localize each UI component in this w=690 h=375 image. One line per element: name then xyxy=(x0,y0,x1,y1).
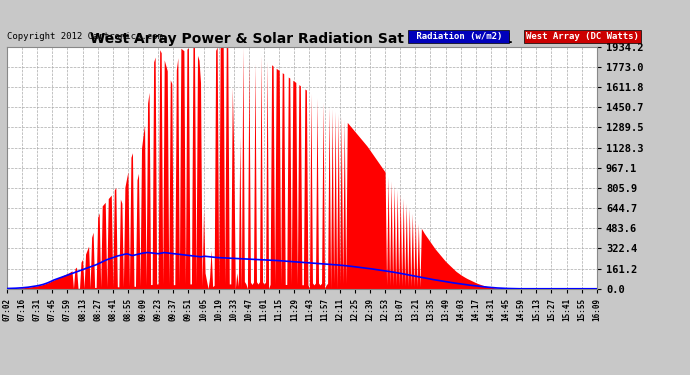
Text: West Array (DC Watts): West Array (DC Watts) xyxy=(526,32,640,41)
Text: Radiation (w/m2): Radiation (w/m2) xyxy=(411,32,507,41)
Title: West Array Power & Solar Radiation Sat Nov 24 16:21: West Array Power & Solar Radiation Sat N… xyxy=(90,32,513,46)
Legend: Radiation (w/m2), West Array (DC Watts): Radiation (w/m2), West Array (DC Watts) xyxy=(366,20,592,33)
Text: Copyright 2012 Cartronics.com: Copyright 2012 Cartronics.com xyxy=(7,32,163,41)
